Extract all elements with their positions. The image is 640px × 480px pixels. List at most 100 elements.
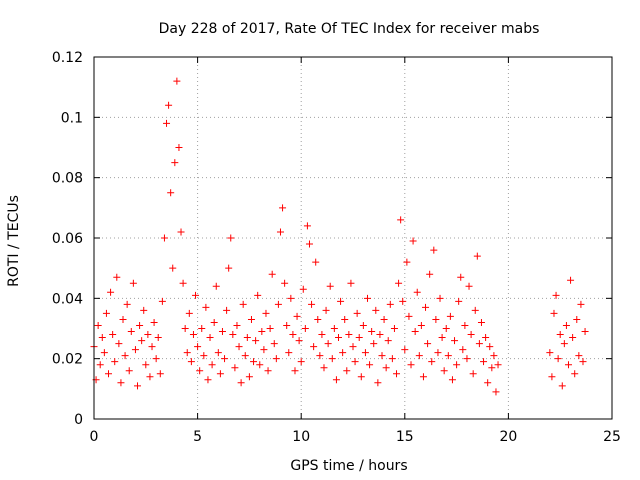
- data-point: [94, 321, 102, 329]
- data-point: [484, 379, 492, 387]
- data-point: [138, 337, 146, 345]
- data-point: [455, 297, 463, 305]
- data-point: [337, 297, 345, 305]
- axis-ticks: [93, 56, 613, 420]
- data-point: [380, 315, 388, 323]
- data-point: [233, 321, 241, 329]
- y-tick-label: 0.1: [61, 110, 83, 126]
- data-point: [229, 331, 237, 339]
- y-tick-label: 0.08: [52, 171, 83, 187]
- data-point: [202, 303, 210, 311]
- data-point: [349, 343, 357, 351]
- data-point: [279, 204, 287, 212]
- data-point: [96, 361, 104, 369]
- data-point: [105, 370, 113, 378]
- data-point: [146, 373, 154, 381]
- data-point: [469, 370, 477, 378]
- data-point: [225, 264, 233, 272]
- data-point: [196, 367, 204, 375]
- data-point: [409, 237, 417, 245]
- data-point: [364, 294, 372, 302]
- data-point: [339, 349, 347, 357]
- data-point: [148, 343, 156, 351]
- data-point: [453, 361, 461, 369]
- data-point: [341, 315, 349, 323]
- data-point: [109, 331, 117, 339]
- y-tick-label: 0: [74, 412, 83, 428]
- data-point: [131, 346, 139, 354]
- data-point: [436, 294, 444, 302]
- data-point: [171, 159, 179, 167]
- data-point: [140, 306, 148, 314]
- data-point: [393, 370, 401, 378]
- data-point: [107, 288, 115, 296]
- data-point: [276, 228, 284, 236]
- data-point: [552, 291, 560, 299]
- grid: [94, 57, 612, 419]
- data-point: [426, 270, 434, 278]
- data-point: [192, 291, 200, 299]
- data-point: [221, 355, 229, 363]
- data-point: [395, 279, 403, 287]
- data-point: [475, 340, 483, 348]
- data-point: [494, 361, 502, 369]
- x-tick-label: 10: [292, 429, 310, 445]
- data-point: [407, 361, 415, 369]
- data-point: [388, 355, 396, 363]
- data-point: [486, 343, 494, 351]
- data-point: [216, 370, 224, 378]
- data-point: [98, 334, 106, 342]
- data-point: [353, 309, 361, 317]
- data-point: [189, 331, 197, 339]
- data-point: [347, 279, 355, 287]
- data-point: [214, 349, 222, 357]
- data-point: [366, 361, 374, 369]
- data-point: [386, 300, 394, 308]
- data-point: [490, 352, 498, 360]
- data-point: [312, 258, 320, 266]
- data-point: [401, 346, 409, 354]
- data-point: [451, 337, 459, 345]
- data-point: [142, 361, 150, 369]
- data-points: [90, 77, 589, 396]
- data-point: [448, 376, 456, 384]
- y-tick-label: 0.04: [52, 291, 83, 307]
- data-point: [295, 337, 303, 345]
- data-point: [368, 328, 376, 336]
- x-tick-label: 20: [499, 429, 517, 445]
- data-point: [285, 349, 293, 357]
- data-point: [231, 364, 239, 372]
- data-point: [183, 349, 191, 357]
- x-tick-label: 0: [90, 429, 99, 445]
- data-point: [318, 331, 326, 339]
- data-point: [250, 358, 258, 366]
- data-point: [411, 328, 419, 336]
- data-point: [382, 364, 390, 372]
- data-point: [254, 291, 262, 299]
- data-point: [200, 352, 208, 360]
- data-point: [463, 355, 471, 363]
- data-point: [239, 300, 247, 308]
- data-point: [355, 334, 363, 342]
- data-point: [154, 334, 162, 342]
- data-point: [413, 288, 421, 296]
- data-point: [123, 300, 131, 308]
- data-point: [438, 334, 446, 342]
- data-point: [332, 376, 340, 384]
- data-point: [247, 315, 255, 323]
- data-point: [440, 367, 448, 375]
- data-point: [397, 216, 405, 224]
- data-point: [272, 355, 280, 363]
- y-tick-labels: 0 0.02 0.04 0.06 0.08 0.1 0.12: [52, 50, 83, 428]
- data-point: [243, 334, 251, 342]
- data-point: [289, 331, 297, 339]
- data-point: [212, 282, 220, 290]
- data-point: [569, 334, 577, 342]
- data-point: [218, 328, 226, 336]
- data-point: [303, 222, 311, 230]
- data-point: [206, 334, 214, 342]
- data-point: [160, 234, 168, 242]
- data-point: [305, 240, 313, 248]
- data-point: [260, 346, 268, 354]
